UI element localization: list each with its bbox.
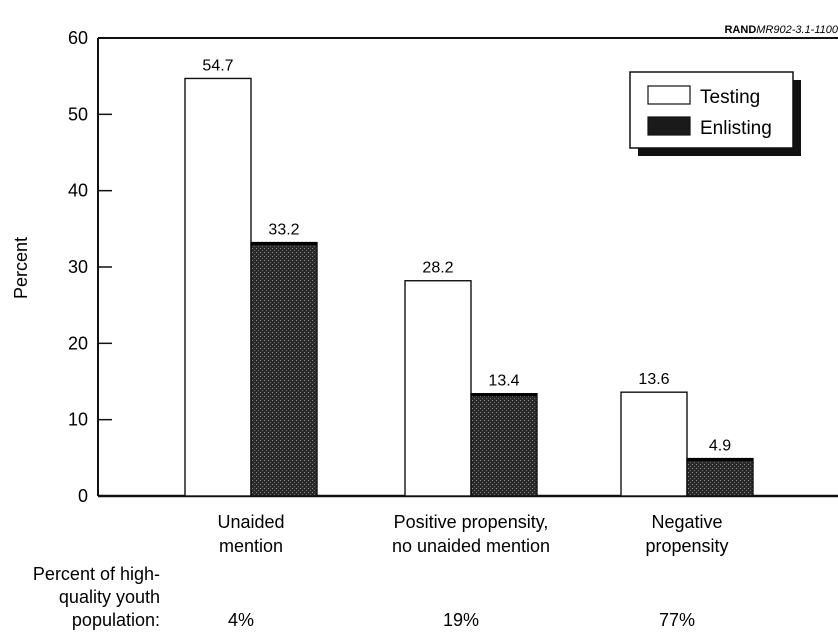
- source-tag: RANDMR902-3.1-1100: [724, 24, 838, 36]
- population-value-1: 19%: [443, 610, 479, 630]
- value-label-enlisting-0: 33.2: [268, 222, 299, 239]
- value-label-testing-0: 54.7: [202, 57, 233, 74]
- bar-enlisting-2: [686, 457, 754, 497]
- y-tick-label-3: 30: [68, 257, 88, 277]
- value-label-enlisting-1: 13.4: [488, 373, 519, 390]
- category-label-2-line-1: propensity: [645, 536, 728, 556]
- legend-swatch-enlisting: [647, 116, 691, 136]
- category-label-0-line-0: Unaided: [217, 512, 284, 532]
- population-label-line-2: quality youth: [59, 587, 160, 607]
- category-labels: Unaided mention Positive propensity, no una…: [217, 512, 728, 556]
- population-label-line-1: Percent of high-: [33, 564, 160, 584]
- y-tick-label-1: 10: [68, 410, 88, 430]
- value-label-testing-1: 28.2: [422, 260, 453, 277]
- y-tick-label-0: 0: [78, 486, 88, 506]
- population-label: Percent of high- quality youth populatio…: [33, 564, 160, 630]
- legend-label-enlisting: Enlisting: [700, 118, 772, 139]
- bar-testing-1: [404, 280, 472, 497]
- y-tick-label-6: 60: [68, 28, 88, 48]
- y-tick-label-2: 20: [68, 333, 88, 353]
- legend-label-testing: Testing: [700, 87, 760, 108]
- population-label-line-3: population:: [72, 610, 160, 630]
- population-values: 4% 19% 77%: [228, 610, 695, 630]
- y-tick-label-4: 40: [68, 181, 88, 201]
- value-label-testing-2: 13.6: [638, 371, 669, 388]
- category-label-1-line-0: Positive propensity,: [394, 512, 549, 532]
- bars: 54.7 28.2 13.6 33.2 13.4 4.9: [184, 57, 754, 497]
- value-label-enlisting-2: 4.9: [709, 438, 731, 455]
- bar-enlisting-1: [470, 393, 538, 497]
- y-axis-label: Percent: [11, 237, 31, 299]
- y-tick-label-5: 50: [68, 104, 88, 124]
- category-label-1-line-1: no unaided mention: [392, 536, 550, 556]
- legend: Testing Enlisting: [629, 71, 801, 156]
- category-label-0-line-1: mention: [219, 536, 283, 556]
- legend-swatch-testing: [647, 85, 691, 105]
- bar-testing-0: [184, 77, 252, 497]
- bar-enlisting-0: [250, 241, 318, 497]
- population-value-2: 77%: [659, 610, 695, 630]
- population-value-0: 4%: [228, 610, 254, 630]
- category-label-2-line-0: Negative: [651, 512, 722, 532]
- bar-testing-2: [620, 391, 688, 497]
